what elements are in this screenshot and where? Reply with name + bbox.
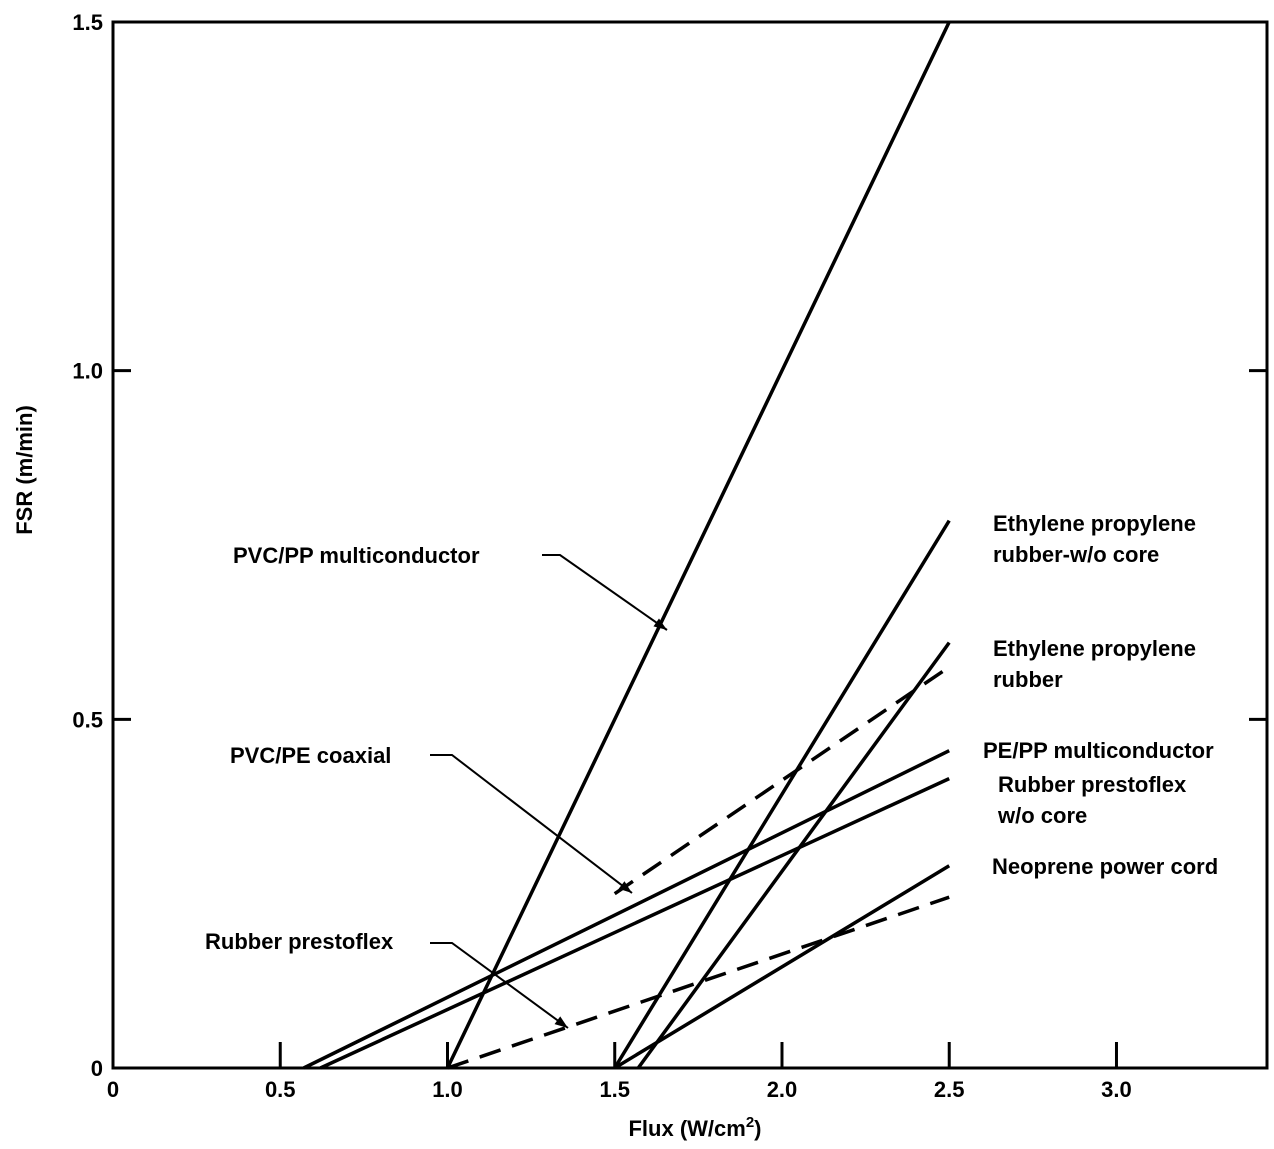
leader-line-pvc-pp <box>542 554 668 631</box>
series-line-ethylene-propylene-rubber-w-o-core <box>613 519 951 1069</box>
series-line-pe-pp-multiconductor <box>302 749 950 1070</box>
series-lines <box>302 21 951 1070</box>
x-tick-label: 0.5 <box>265 1077 296 1102</box>
series-line-rubber-prestoflex <box>446 895 950 1070</box>
annotation-rp: Rubber prestoflex <box>205 929 394 954</box>
x-tick-label: 3.0 <box>1101 1077 1132 1102</box>
plot-frame <box>111 20 1269 1070</box>
annotation-neo: Neoprene power cord <box>992 854 1218 879</box>
leader-line-rp <box>430 942 569 1029</box>
annotation-pe-pp: PE/PP multiconductor <box>983 738 1214 763</box>
arrowhead-rp <box>554 1016 568 1028</box>
x-tick-label: 2.5 <box>934 1077 965 1102</box>
series-line-ethylene-propylene-rubber <box>636 641 951 1070</box>
axes <box>111 20 1269 1070</box>
series-line-neoprene-power-cord <box>613 864 951 1070</box>
x-axis-title: Flux (W/cm2) <box>628 1114 761 1141</box>
series-line-pvc-pp-multiconductor <box>445 21 951 1069</box>
annotation-rp-wo: Rubber prestoflex w/o core <box>997 772 1187 828</box>
arrowhead-pvc-pe <box>618 881 632 893</box>
leader-line-pvc-pe <box>430 754 633 894</box>
x-tick-label: 1.5 <box>599 1077 630 1102</box>
annotations: PVC/PP multiconductor Ethylene propylene r… <box>205 511 1218 1029</box>
y-tick-label: 0.5 <box>72 707 103 732</box>
annotation-pvc-pp: PVC/PP multiconductor <box>233 543 480 568</box>
x-tick-label: 1.0 <box>432 1077 463 1102</box>
y-tick-label: 1.5 <box>72 10 103 35</box>
series-line-rubber-prestoflex-w-o-core <box>319 777 950 1070</box>
annotation-epr: Ethylene propylene rubber <box>993 636 1196 692</box>
x-tick-label: 0 <box>107 1077 119 1102</box>
y-axis-title: FSR (m/min) <box>12 405 37 535</box>
y-tick-label: 1.0 <box>72 359 103 384</box>
arrowhead-pvc-pp <box>653 618 667 630</box>
x-tick-label: 2.0 <box>767 1077 798 1102</box>
series-line-pvc-pe-coaxial <box>613 665 951 896</box>
ticks: 0 0.5 1.0 1.5 2.0 2.5 3.0 0 0.5 1.0 1.5 <box>72 10 1267 1102</box>
annotation-pvc-pe: PVC/PE coaxial <box>230 743 391 768</box>
annotation-epr-wo: Ethylene propylene rubber-w/o core <box>993 511 1196 567</box>
y-tick-label: 0 <box>91 1056 103 1081</box>
